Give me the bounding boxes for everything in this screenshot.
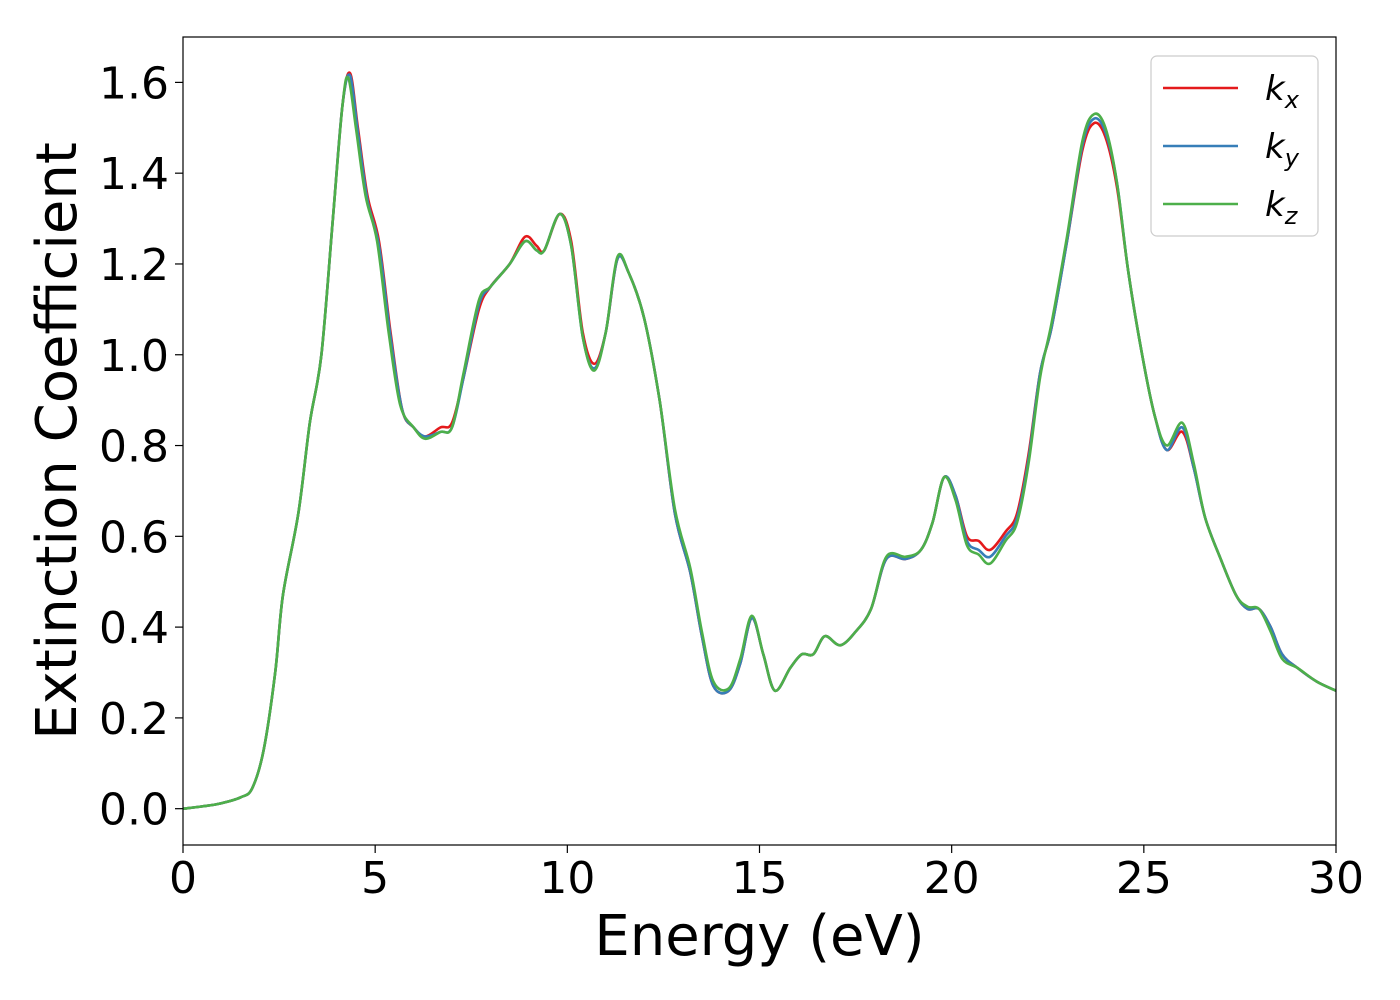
legend-label-z: kz — [1265, 185, 1299, 230]
y-axis: 0.0 0.2 0.4 0.6 0.8 1.0 1.2 1.4 1.6 — [99, 58, 183, 836]
x-axis: 0 5 10 15 20 25 30 — [169, 845, 1364, 904]
plot-area — [183, 37, 1336, 845]
x-tick-label: 10 — [539, 853, 595, 904]
y-tick-label: 1.4 — [99, 149, 169, 200]
legend-label-y: ky — [1265, 127, 1300, 172]
x-tick-label: 20 — [924, 853, 980, 904]
x-tick-label: 0 — [169, 853, 197, 904]
legend-label-x: kx — [1265, 69, 1300, 114]
y-tick-label: 1.0 — [99, 331, 169, 382]
series-layer — [182, 71, 1337, 810]
y-tick-label: 0.8 — [99, 422, 169, 473]
x-tick-label: 5 — [361, 853, 389, 904]
y-tick-label: 0.4 — [99, 603, 169, 654]
y-axis-label: Extinction Coefficient — [25, 142, 90, 740]
y-tick-label: 0.6 — [99, 512, 169, 563]
x-tick-label: 30 — [1308, 853, 1364, 904]
legend: kx ky kz — [1150, 55, 1319, 237]
y-tick-label: 1.6 — [99, 58, 169, 109]
series-line-z — [182, 75, 1337, 810]
y-tick-label: 0.0 — [99, 785, 169, 836]
y-tick-label: 0.2 — [99, 694, 169, 745]
x-tick-label: 15 — [732, 853, 788, 904]
y-tick-label: 1.2 — [99, 240, 169, 291]
x-axis-label: Energy (eV) — [594, 904, 924, 969]
x-tick-label: 25 — [1116, 853, 1172, 904]
